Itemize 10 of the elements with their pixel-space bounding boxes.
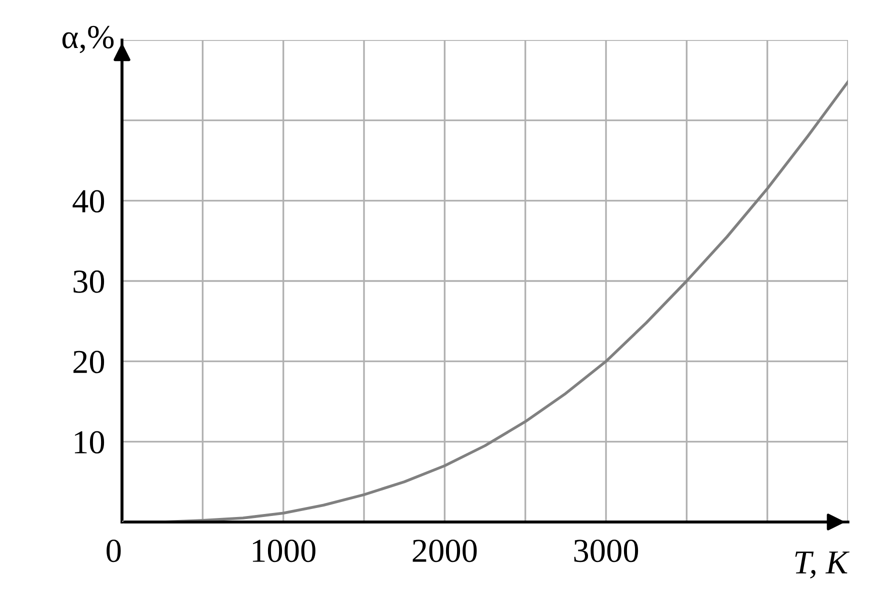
y-tick-label: 40: [72, 190, 104, 213]
x-tick-label: 0: [106, 540, 121, 562]
y-tick-label: 20: [73, 350, 104, 374]
y-axis-title: α,%: [62, 26, 114, 54]
x-tick-label: 1000: [252, 540, 316, 562]
x-axis-title: T, К: [795, 552, 850, 579]
y-tick-label: 10: [74, 431, 104, 454]
y-tick-label: 30: [74, 270, 104, 293]
x-tick-label: 2000: [412, 540, 477, 562]
x-tick-label: 3000: [574, 540, 638, 562]
